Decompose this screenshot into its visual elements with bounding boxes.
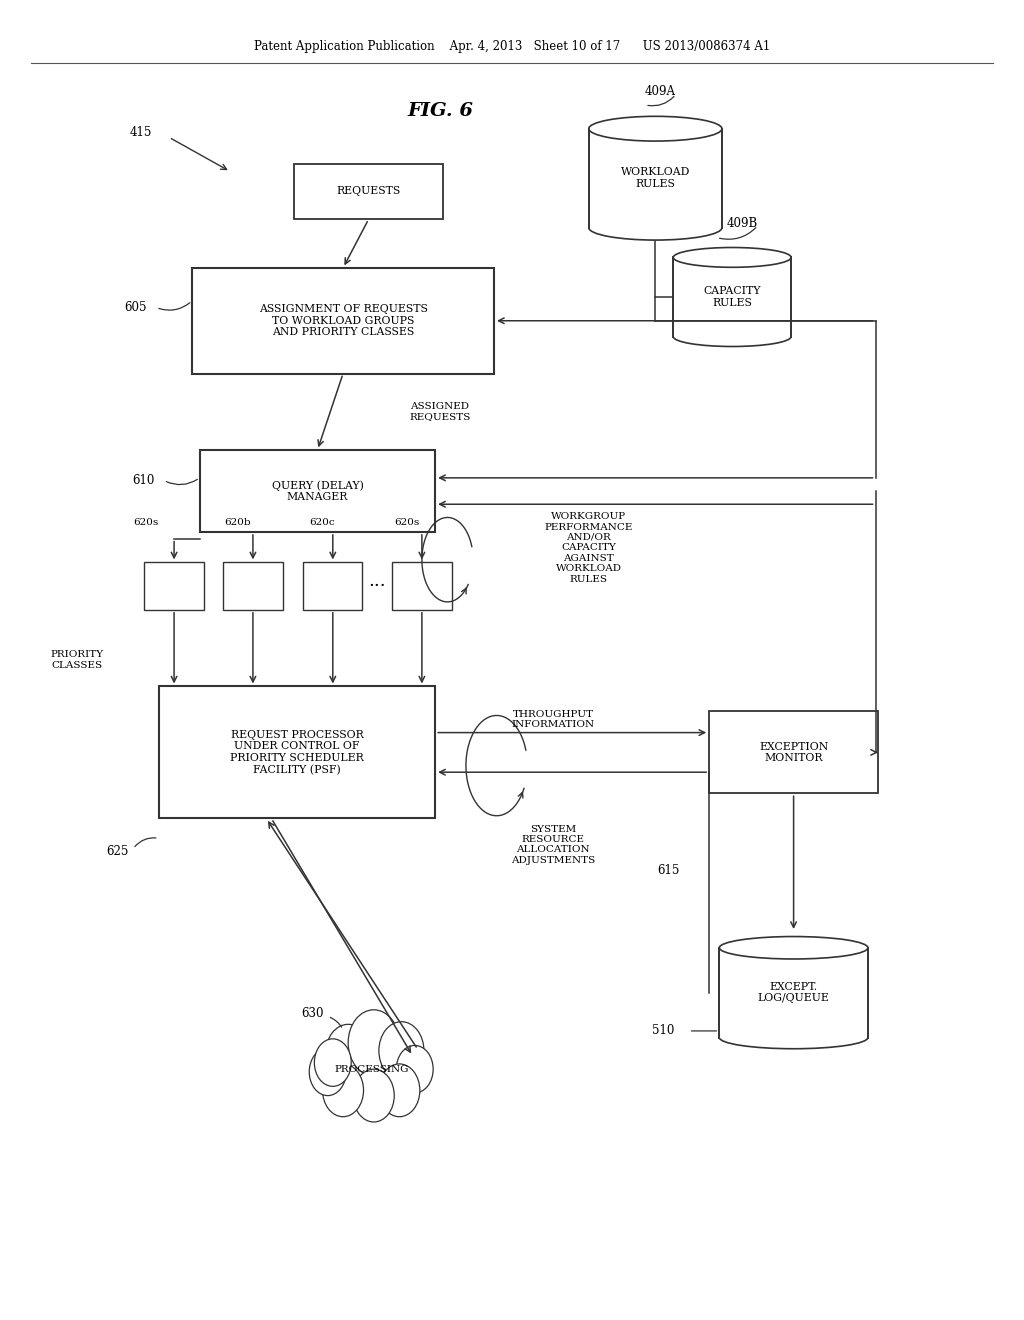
FancyBboxPatch shape bbox=[709, 711, 879, 793]
Text: EXCEPTION
MONITOR: EXCEPTION MONITOR bbox=[759, 742, 828, 763]
Text: WORKLOAD
RULES: WORKLOAD RULES bbox=[621, 168, 690, 189]
Text: PROCESSING: PROCESSING bbox=[335, 1065, 409, 1073]
Ellipse shape bbox=[589, 215, 722, 240]
Circle shape bbox=[326, 1024, 371, 1082]
FancyBboxPatch shape bbox=[719, 948, 868, 1038]
FancyBboxPatch shape bbox=[200, 450, 435, 532]
Circle shape bbox=[379, 1064, 420, 1117]
Text: 625: 625 bbox=[106, 845, 129, 858]
Text: PRIORITY
CLASSES: PRIORITY CLASSES bbox=[50, 651, 103, 669]
Ellipse shape bbox=[719, 937, 868, 958]
Circle shape bbox=[353, 1069, 394, 1122]
Text: FIG. 6: FIG. 6 bbox=[408, 102, 473, 120]
Ellipse shape bbox=[589, 116, 722, 141]
Text: ASSIGNED
REQUESTS: ASSIGNED REQUESTS bbox=[410, 403, 471, 421]
FancyBboxPatch shape bbox=[159, 686, 435, 818]
Circle shape bbox=[396, 1045, 433, 1093]
Text: ASSIGNMENT OF REQUESTS
TO WORKLOAD GROUPS
AND PRIORITY CLASSES: ASSIGNMENT OF REQUESTS TO WORKLOAD GROUP… bbox=[259, 304, 427, 338]
Text: 620s: 620s bbox=[394, 519, 419, 527]
Text: 615: 615 bbox=[657, 865, 679, 876]
Text: CAPACITY
RULES: CAPACITY RULES bbox=[703, 286, 761, 308]
Circle shape bbox=[323, 1064, 364, 1117]
Ellipse shape bbox=[674, 327, 791, 346]
Text: 409B: 409B bbox=[727, 216, 758, 230]
Circle shape bbox=[309, 1048, 346, 1096]
Text: 620b: 620b bbox=[224, 519, 251, 527]
Text: SYSTEM
RESOURCE
ALLOCATION
ADJUSTMENTS: SYSTEM RESOURCE ALLOCATION ADJUSTMENTS bbox=[511, 825, 595, 865]
Ellipse shape bbox=[719, 1027, 868, 1048]
FancyBboxPatch shape bbox=[674, 257, 791, 337]
Text: 630: 630 bbox=[301, 1007, 324, 1020]
Text: THROUGHPUT
INFORMATION: THROUGHPUT INFORMATION bbox=[511, 710, 595, 729]
Circle shape bbox=[379, 1022, 424, 1080]
Ellipse shape bbox=[674, 247, 791, 267]
FancyBboxPatch shape bbox=[295, 164, 442, 219]
Text: REQUEST PROCESSOR
UNDER CONTROL OF
PRIORITY SCHEDULER
FACILITY (PSF): REQUEST PROCESSOR UNDER CONTROL OF PRIOR… bbox=[230, 730, 364, 775]
Text: WORKGROUP
PERFORMANCE
AND/OR
CAPACITY
AGAINST
WORKLOAD
RULES: WORKGROUP PERFORMANCE AND/OR CAPACITY AG… bbox=[545, 512, 633, 583]
Text: 510: 510 bbox=[652, 1024, 674, 1038]
Text: 610: 610 bbox=[132, 474, 155, 487]
Text: REQUESTS: REQUESTS bbox=[337, 186, 400, 197]
Text: QUERY (DELAY)
MANAGER: QUERY (DELAY) MANAGER bbox=[271, 480, 364, 502]
Text: 409A: 409A bbox=[645, 86, 676, 98]
Circle shape bbox=[314, 1039, 351, 1086]
FancyBboxPatch shape bbox=[392, 562, 452, 610]
Text: 620s: 620s bbox=[133, 519, 158, 527]
Circle shape bbox=[348, 1010, 399, 1076]
Text: EXCEPT.
LOG/QUEUE: EXCEPT. LOG/QUEUE bbox=[758, 982, 829, 1003]
Text: Patent Application Publication    Apr. 4, 2013   Sheet 10 of 17      US 2013/008: Patent Application Publication Apr. 4, 2… bbox=[254, 40, 770, 53]
Text: ...: ... bbox=[369, 572, 386, 590]
FancyBboxPatch shape bbox=[223, 562, 283, 610]
FancyBboxPatch shape bbox=[144, 562, 204, 610]
FancyBboxPatch shape bbox=[589, 129, 722, 227]
FancyBboxPatch shape bbox=[303, 562, 362, 610]
Text: 620c: 620c bbox=[309, 519, 336, 527]
Text: 605: 605 bbox=[125, 301, 146, 314]
FancyBboxPatch shape bbox=[193, 268, 495, 374]
Text: 415: 415 bbox=[129, 125, 152, 139]
